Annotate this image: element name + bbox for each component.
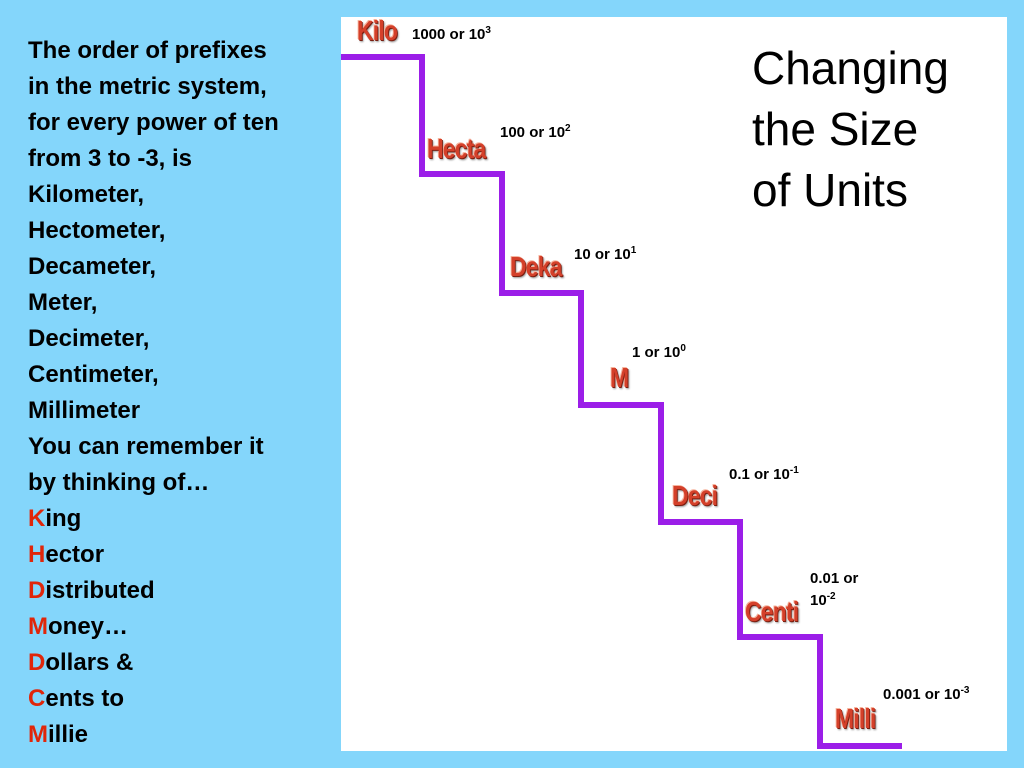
mnemonic-cents: Cents to xyxy=(28,681,343,717)
mnemonic-king: King xyxy=(28,501,343,537)
explanation-line: for every power of ten xyxy=(28,109,279,136)
mnemonic-initial: D xyxy=(28,577,46,604)
mnemonic-initial: H xyxy=(28,541,46,568)
mnemonic-millie: Millie xyxy=(28,717,343,753)
mnemonic-rest: ollars & xyxy=(45,649,134,676)
value-kilo: 1000 or 103 xyxy=(412,25,491,44)
value-centi: 0.01 or 10-2 xyxy=(810,570,859,609)
mnemonic-initial: M xyxy=(28,721,48,748)
prefix-milli: Milli xyxy=(835,703,876,734)
remember-line: by thinking of… xyxy=(28,469,210,496)
mnemonic-initial: D xyxy=(28,649,46,676)
unit-meter: Meter, xyxy=(28,289,98,316)
value-milli: 0.001 or 10-3 xyxy=(883,685,970,704)
unit-decimeter: Decimeter, xyxy=(28,325,150,352)
mnemonic-rest: ents to xyxy=(45,685,125,712)
prefix-hecta: Hecta xyxy=(427,133,486,164)
explanation-line: in the metric system, xyxy=(28,73,267,100)
unit-kilometer: Kilometer, xyxy=(28,181,145,208)
mnemonic-initial: M xyxy=(28,613,48,640)
prefix-deka: Deka xyxy=(510,251,562,282)
unit-hectometer: Hectometer, xyxy=(28,217,166,244)
mnemonic-dollars: Dollars & xyxy=(28,645,343,681)
slide-title: Changing the Size of Units xyxy=(752,38,1002,221)
value-meter: 1 or 100 xyxy=(632,343,686,362)
mnemonic-rest: istributed xyxy=(45,577,155,604)
prefix-kilo: Kilo xyxy=(357,15,398,46)
mnemonic-hector: Hector xyxy=(28,537,343,573)
unit-decameter: Decameter, xyxy=(28,253,157,280)
title-line: the Size xyxy=(752,103,919,155)
prefix-explanation: The order of prefixes in the metric syst… xyxy=(28,33,343,753)
mnemonic-rest: illie xyxy=(48,721,89,748)
explanation-line: The order of prefixes xyxy=(28,37,267,64)
mnemonic-initial: K xyxy=(28,505,46,532)
unit-centimeter: Centimeter, xyxy=(28,361,159,388)
title-line: of Units xyxy=(752,164,908,216)
unit-millimeter: Millimeter xyxy=(28,397,141,424)
mnemonic-rest: oney… xyxy=(48,613,129,640)
value-deka: 10 or 101 xyxy=(574,245,637,264)
mnemonic-money: Money… xyxy=(28,609,343,645)
remember-line: You can remember it xyxy=(28,433,264,460)
mnemonic-rest: ing xyxy=(45,505,82,532)
value-hecta: 100 or 102 xyxy=(500,123,571,142)
mnemonic-distributed: Distributed xyxy=(28,573,343,609)
explanation-line: from 3 to -3, is xyxy=(28,145,193,172)
mnemonic-rest: ector xyxy=(45,541,105,568)
title-line: Changing xyxy=(752,42,949,94)
prefix-centi: Centi xyxy=(745,596,799,627)
value-deci: 0.1 or 10-1 xyxy=(729,465,799,484)
mnemonic-initial: C xyxy=(28,685,46,712)
prefix-deci: Deci xyxy=(672,480,718,511)
staircase-panel xyxy=(341,17,1007,751)
prefix-meter: M xyxy=(610,362,629,393)
